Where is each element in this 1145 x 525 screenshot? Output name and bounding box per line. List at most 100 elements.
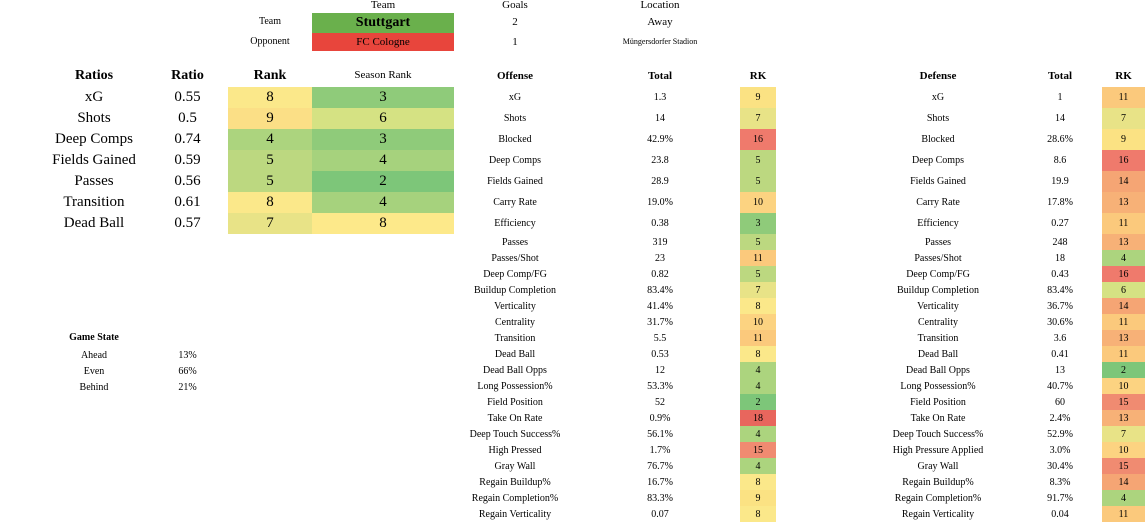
ratio-row-label: Transition — [63, 194, 125, 210]
offense-row-rk: 9 — [740, 87, 776, 108]
defense-row-total: 0.41 — [1051, 348, 1069, 360]
defense-row-rk: 11 — [1102, 314, 1145, 330]
ratio-row-label: xG — [84, 89, 104, 105]
defense-row-label: Centrality — [918, 316, 958, 328]
offense-row-rk: 8 — [740, 298, 776, 314]
offense-row-rk: 5 — [740, 150, 776, 171]
ratio-row-value: 0.59 — [174, 152, 201, 168]
location-column-header: Location — [640, 0, 680, 11]
offense-row-label: Dead Ball — [494, 348, 536, 360]
offense-row-total: 0.9% — [649, 412, 671, 424]
defense-row-label: Regain Verticality — [901, 508, 975, 520]
offense-row-label: Deep Touch Success% — [469, 428, 561, 440]
ratio-row-rank: 8 — [228, 87, 312, 108]
defense-row-total: 13 — [1055, 364, 1065, 376]
offense-row-total: 1.3 — [653, 92, 667, 103]
defense-row-label: High Pressure Applied — [892, 444, 984, 456]
defense-row-total: 8.6 — [1053, 155, 1067, 166]
defense-row-rk: 13 — [1102, 330, 1145, 346]
defense-row-rk: 6 — [1102, 282, 1145, 298]
ratio-row-rank: 9 — [228, 108, 312, 129]
rank-header: Rank — [253, 68, 287, 83]
ratio-row-value: 0.74 — [174, 131, 201, 147]
defense-row-label: xG — [931, 92, 945, 103]
offense-row-rk: 8 — [740, 506, 776, 522]
offense-row-label: Blocked — [498, 134, 532, 145]
defense-row-rk: 14 — [1102, 298, 1145, 314]
offense-row-rk: 3 — [740, 213, 776, 234]
defense-row-label: Gray Wall — [917, 460, 959, 472]
defense-row-total: 28.6% — [1047, 134, 1073, 145]
defense-row-rk: 7 — [1102, 426, 1145, 442]
game-state-value: 13% — [178, 349, 197, 361]
defense-row-label: Passes — [924, 236, 952, 248]
defense-row-total: 14 — [1055, 113, 1065, 124]
offense-row-label: Regain Completion% — [471, 492, 559, 504]
offense-row-total: 1.7% — [649, 444, 671, 456]
offense-row-rk: 7 — [740, 282, 776, 298]
ratio-row-season-rank: 6 — [312, 108, 454, 129]
offense-row-label: Carry Rate — [493, 197, 537, 208]
offense-row-total: 5.5 — [653, 332, 667, 344]
defense-row-label: Buildup Completion — [897, 284, 979, 296]
offense-row-rk: 5 — [740, 171, 776, 192]
game-state-value: 21% — [178, 381, 197, 393]
defense-row-rk: 13 — [1102, 410, 1145, 426]
defense-row-rk: 13 — [1102, 234, 1145, 250]
defense-row-rk: 14 — [1102, 474, 1145, 490]
offense-row-label: Passes — [501, 236, 529, 248]
defense-row-total: 1 — [1057, 92, 1063, 103]
offense-row-label: Dead Ball Opps — [483, 364, 547, 376]
offense-row-rk: 4 — [740, 362, 776, 378]
defense-row-rk: 4 — [1102, 250, 1145, 266]
offense-row-rk: 2 — [740, 394, 776, 410]
ratio-row-label: Deep Comps — [55, 131, 133, 147]
defense-total-header: Total — [1047, 70, 1073, 82]
ratio-row-value: 0.5 — [178, 110, 197, 126]
defense-row-total: 30.6% — [1047, 316, 1073, 328]
offense-header: Offense — [496, 70, 534, 82]
ratio-row-label: Dead Ball — [63, 215, 125, 231]
offense-row-total: 83.4% — [647, 284, 673, 296]
defense-row-total: 36.7% — [1047, 300, 1073, 312]
defense-row-total: 52.9% — [1047, 428, 1073, 440]
ratio-row-value: 0.55 — [174, 89, 201, 105]
ratio-row-value: 0.61 — [174, 194, 201, 210]
offense-row-label: Gray Wall — [494, 460, 536, 472]
game-state-title: Game State — [69, 332, 119, 343]
defense-row-rk: 4 — [1102, 490, 1145, 506]
ratio-row-label: Shots — [77, 110, 111, 126]
ratio-row-value: 0.57 — [174, 215, 201, 231]
ratio-row-season-rank: 3 — [312, 87, 454, 108]
offense-row-total: 56.1% — [647, 428, 673, 440]
defense-row-total: 3.0% — [1049, 444, 1071, 456]
offense-row-rk: 5 — [740, 266, 776, 282]
defense-row-rk: 16 — [1102, 266, 1145, 282]
defense-row-label: Take On Rate — [910, 412, 966, 424]
defense-row-label: Deep Comps — [912, 155, 964, 166]
defense-row-rk: 14 — [1102, 171, 1145, 192]
offense-row-total: 76.7% — [647, 460, 673, 472]
defense-row-rk: 11 — [1102, 506, 1145, 522]
offense-row-label: Centrality — [495, 316, 535, 328]
ratio-row-label: Passes — [74, 173, 114, 189]
offense-row-label: Passes/Shot — [491, 252, 539, 264]
ratio-row-season-rank: 2 — [312, 171, 454, 192]
offense-rk-header: RK — [749, 70, 767, 82]
defense-row-rk: 9 — [1102, 129, 1145, 150]
team-column-header: Team — [370, 0, 396, 11]
defense-row-total: 18 — [1055, 252, 1065, 264]
goals-column-header: Goals — [502, 0, 528, 11]
opponent-name: FC Cologne — [312, 33, 454, 51]
ratio-row-rank: 5 — [228, 150, 312, 171]
offense-row-rk: 8 — [740, 474, 776, 490]
offense-row-label: xG — [508, 92, 522, 103]
defense-rk-header: RK — [1115, 70, 1132, 82]
offense-total-header: Total — [647, 70, 673, 82]
offense-row-label: Buildup Completion — [474, 284, 556, 296]
offense-row-label: Regain Verticality — [478, 508, 552, 520]
offense-row-rk: 5 — [740, 234, 776, 250]
defense-header: Defense — [919, 70, 957, 82]
offense-row-rk: 4 — [740, 378, 776, 394]
ratio-row-value: 0.56 — [174, 173, 201, 189]
